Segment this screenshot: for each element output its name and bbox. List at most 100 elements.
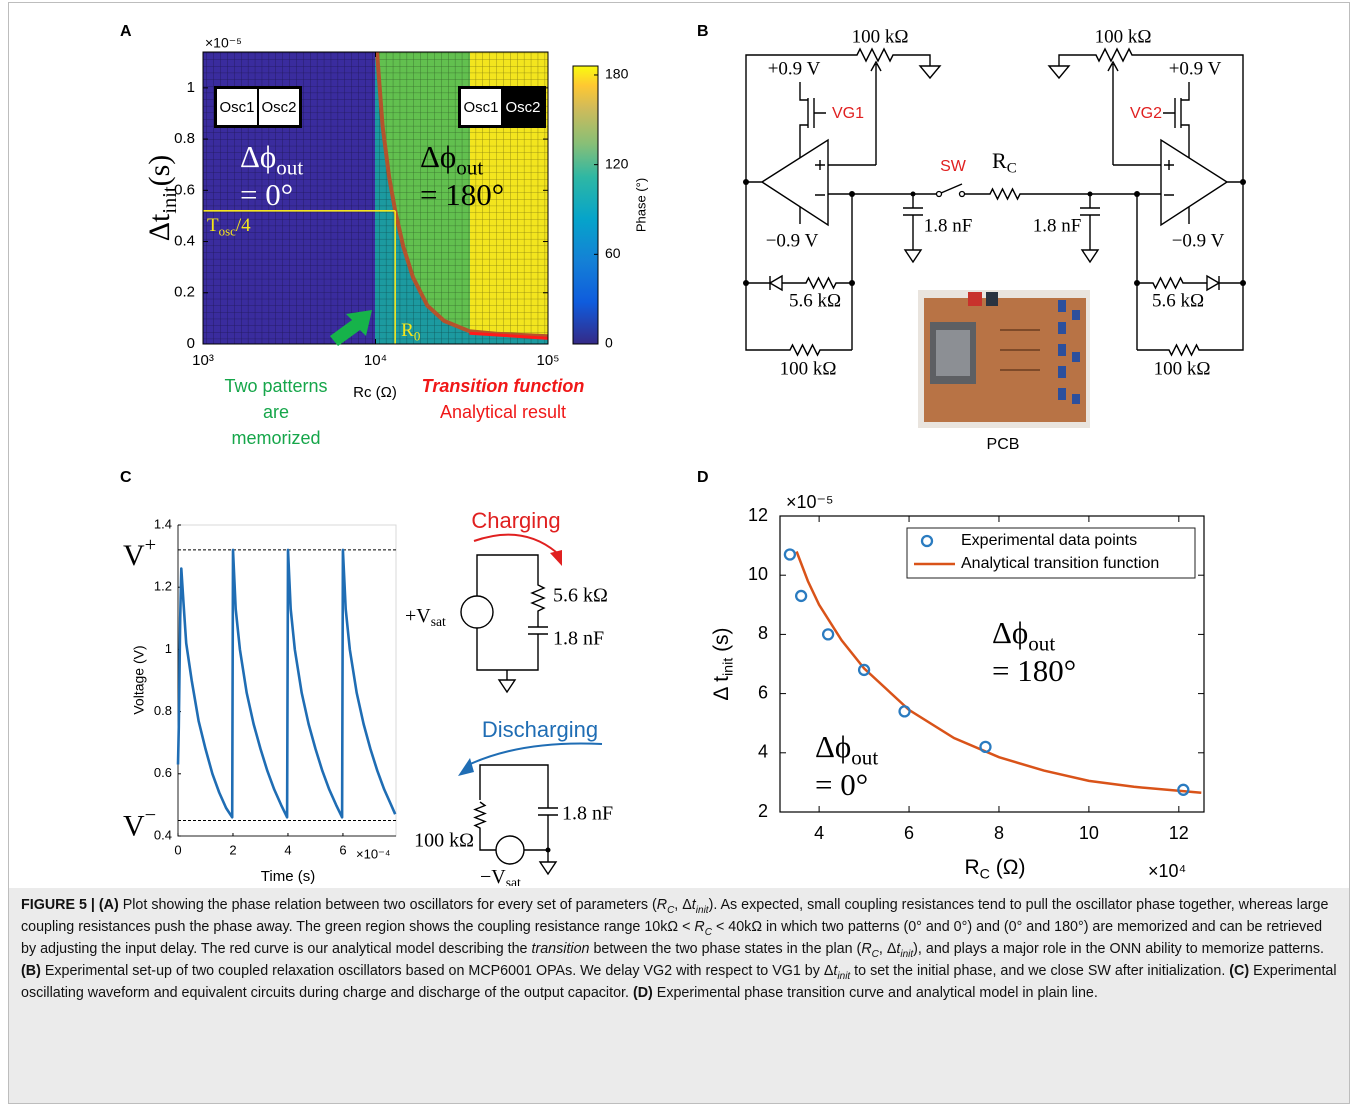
- phase-annotation: Δϕout: [815, 729, 878, 769]
- capacitor-label: 1.8 nF: [562, 803, 613, 825]
- colorbar-label: Phase (°): [633, 178, 648, 232]
- text-part: 0: [414, 329, 420, 344]
- y-tick-label: 1: [165, 641, 172, 656]
- source-label: −Vsat: [480, 866, 521, 886]
- capacitor-label: 1.8 nF: [1033, 215, 1082, 236]
- charge-arrow: [473, 533, 557, 553]
- data-point: [794, 589, 808, 603]
- text-part: Δt: [143, 213, 176, 241]
- data-point: [979, 740, 992, 754]
- caption-text: t: [833, 963, 838, 979]
- caption-text: , Δ: [674, 897, 692, 913]
- y-tick-label: 0.6: [154, 765, 172, 780]
- y-tick-label: 1: [187, 79, 195, 96]
- circuit: 100 kΩ 100 kΩ +0.9 V +0.9 V VG1 VG2 SW 1…: [742, 26, 1247, 453]
- caption-text: ). As expected, small coupling resistanc…: [21, 897, 1329, 935]
- y-tick-label: 0.8: [174, 130, 195, 147]
- text-part: C: [1007, 161, 1017, 177]
- annotation: Analytical result: [440, 402, 566, 422]
- guide-label: R0: [401, 320, 420, 343]
- y-tick-label: 2: [758, 801, 768, 821]
- text-part: out: [276, 155, 303, 179]
- caption-text: C: [871, 948, 879, 960]
- osc-label: Osc2: [261, 99, 296, 116]
- text-part: /4: [236, 215, 251, 236]
- data-point: [1177, 783, 1190, 796]
- arrow: [330, 310, 372, 346]
- osc-cell: [217, 89, 257, 125]
- switch: [940, 183, 963, 194]
- y-tick-label: 1.2: [154, 579, 172, 594]
- colorbar-tick-label: 0: [605, 335, 613, 351]
- text-part: R: [401, 320, 414, 341]
- text-part: V: [123, 809, 145, 842]
- panel-label: A: [120, 23, 132, 40]
- model-line: [795, 551, 1202, 795]
- caption-text: R: [656, 897, 668, 913]
- x-tick-label: 10: [1079, 823, 1099, 843]
- panel-label: C: [120, 469, 132, 486]
- annotation: Two patterns: [224, 376, 327, 396]
- annotation: Transition function: [422, 376, 585, 396]
- switch-pin: [958, 190, 966, 198]
- resistor-label: 100 kΩ: [852, 26, 909, 47]
- text-part: C: [980, 866, 990, 882]
- figure-caption: FIGURE 5 | (A) Plot showing the phase re…: [9, 888, 1349, 1103]
- data-point: [821, 628, 835, 641]
- y-axis-label: Δtinit(s): [143, 155, 181, 242]
- y-tick-label: 12: [748, 505, 768, 525]
- y-tick-label: 8: [758, 623, 768, 643]
- text-part: −V: [480, 866, 506, 886]
- caption-text: C: [704, 926, 712, 938]
- osc-cell: [461, 89, 501, 125]
- caption-text: FIGURE 5 | (A): [21, 897, 119, 913]
- annotation: memorized: [231, 428, 320, 448]
- caption-text: t: [691, 897, 696, 913]
- charge-circuit: [476, 554, 548, 694]
- x-tick-label: 2: [229, 842, 236, 857]
- text-part: T: [207, 215, 219, 236]
- y-tick-label: 0.4: [154, 827, 172, 842]
- caption-text: init: [900, 948, 914, 960]
- discharge-arrow: [465, 742, 603, 767]
- text-part: (s): [710, 627, 733, 657]
- y-tick-label: 4: [758, 742, 768, 762]
- colorbar-tick-label: 60: [605, 245, 621, 261]
- y-tick-label: 6: [758, 682, 768, 702]
- y-tick-label: 10: [748, 564, 768, 584]
- caption-text: Experimental oscillating waveform and eq…: [21, 963, 1337, 1001]
- text-part: Δ t: [710, 676, 733, 701]
- osc-cell: [259, 89, 299, 125]
- caption-text: Experimental phase transition curve and …: [652, 985, 1098, 1001]
- circuit-title: Charging: [471, 508, 560, 533]
- resistor-label: RC: [992, 148, 1017, 177]
- axis-multiplier: ×10⁻⁴: [356, 846, 391, 861]
- source: [495, 835, 525, 865]
- x-tick-label: 12: [1169, 823, 1189, 843]
- y-tick-label: 0.6: [174, 181, 195, 198]
- node: [545, 847, 551, 853]
- text-part: init: [720, 658, 736, 676]
- text-part: +V: [405, 605, 431, 627]
- figure: A B C D 100 kΩ: [120, 23, 1247, 886]
- capacitor-label: 1.8 nF: [553, 628, 604, 650]
- text-part: out: [851, 745, 878, 769]
- x-tick-label: 0: [174, 842, 181, 857]
- x-axis-label: Time (s): [261, 868, 315, 885]
- caption-text: init: [837, 970, 851, 982]
- supply-label: −0.9 V: [766, 230, 819, 251]
- caption-text: , Δ: [878, 941, 897, 957]
- legend-label: Experimental data points: [961, 532, 1137, 549]
- phase-annotation: = 180°: [420, 177, 504, 212]
- axis-multiplier: ×10⁻⁵: [205, 35, 242, 51]
- plot-frame: [779, 515, 1205, 813]
- phase-annotation: = 180°: [992, 653, 1076, 688]
- gate-label: VG1: [832, 105, 864, 122]
- resistor-label: 5.6 kΩ: [553, 585, 608, 607]
- osc-label: Osc1: [463, 99, 498, 116]
- data-point: [857, 663, 871, 677]
- oscillator-left: [742, 48, 941, 356]
- caption-text: R: [861, 941, 872, 957]
- osc-label: Osc2: [505, 99, 540, 116]
- legend: [906, 527, 1196, 579]
